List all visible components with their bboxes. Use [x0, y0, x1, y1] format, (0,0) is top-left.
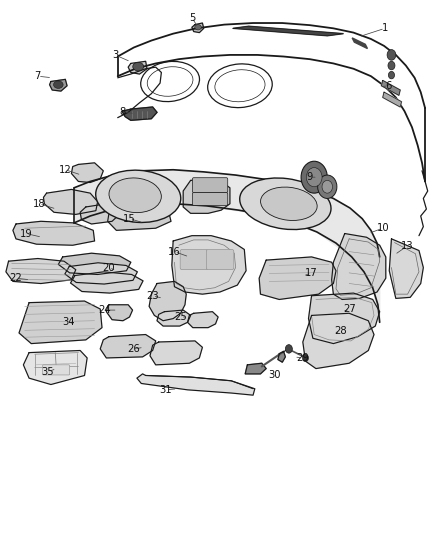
Circle shape	[389, 71, 395, 79]
Polygon shape	[23, 351, 87, 384]
Text: 28: 28	[334, 326, 347, 336]
Polygon shape	[108, 206, 171, 230]
Ellipse shape	[109, 178, 161, 213]
Polygon shape	[183, 179, 230, 213]
Text: 25: 25	[174, 312, 187, 322]
Polygon shape	[100, 335, 155, 358]
Text: 6: 6	[385, 81, 392, 91]
FancyBboxPatch shape	[192, 177, 228, 192]
Text: 8: 8	[119, 107, 125, 117]
Polygon shape	[150, 341, 202, 365]
Text: 3: 3	[112, 50, 118, 60]
Text: 9: 9	[307, 172, 313, 182]
Polygon shape	[49, 79, 67, 91]
Circle shape	[302, 354, 308, 362]
Polygon shape	[389, 239, 424, 298]
Polygon shape	[149, 281, 186, 321]
Polygon shape	[157, 310, 191, 326]
Text: 7: 7	[35, 71, 41, 81]
Polygon shape	[233, 26, 343, 36]
Polygon shape	[172, 236, 246, 294]
Text: 34: 34	[62, 317, 74, 327]
Circle shape	[388, 61, 395, 70]
Polygon shape	[58, 253, 131, 274]
Circle shape	[286, 345, 292, 353]
FancyBboxPatch shape	[42, 365, 70, 375]
Polygon shape	[19, 301, 102, 344]
Polygon shape	[303, 313, 374, 368]
Polygon shape	[383, 92, 402, 107]
Circle shape	[322, 180, 332, 193]
Text: 15: 15	[123, 214, 136, 224]
Ellipse shape	[261, 187, 317, 221]
Polygon shape	[80, 204, 120, 224]
Circle shape	[387, 50, 396, 60]
Text: 22: 22	[10, 273, 22, 283]
FancyBboxPatch shape	[192, 192, 228, 205]
Circle shape	[301, 161, 327, 193]
Text: 1: 1	[382, 23, 388, 34]
Polygon shape	[65, 263, 138, 284]
Polygon shape	[122, 107, 157, 120]
Polygon shape	[245, 364, 266, 374]
Ellipse shape	[195, 25, 201, 30]
Text: 19: 19	[20, 229, 32, 239]
Text: 20: 20	[102, 263, 115, 272]
Text: 26: 26	[127, 344, 140, 354]
Text: 27: 27	[343, 304, 357, 314]
Polygon shape	[74, 169, 380, 322]
Text: 5: 5	[189, 13, 195, 23]
Text: 17: 17	[305, 268, 318, 278]
Polygon shape	[381, 80, 400, 95]
Ellipse shape	[240, 178, 331, 230]
FancyBboxPatch shape	[206, 249, 234, 270]
Circle shape	[306, 167, 322, 187]
Polygon shape	[13, 221, 95, 245]
Polygon shape	[352, 38, 367, 49]
Polygon shape	[71, 272, 143, 293]
Text: 23: 23	[146, 290, 159, 301]
Polygon shape	[192, 23, 204, 33]
Text: 16: 16	[168, 247, 181, 256]
Text: 12: 12	[59, 165, 72, 175]
Polygon shape	[106, 305, 133, 321]
Polygon shape	[259, 257, 336, 300]
Text: 30: 30	[268, 370, 281, 381]
Polygon shape	[278, 352, 286, 362]
Text: 10: 10	[376, 223, 389, 233]
Polygon shape	[187, 312, 218, 328]
Text: 24: 24	[98, 305, 111, 315]
Text: 35: 35	[42, 367, 54, 377]
Text: 13: 13	[400, 241, 413, 251]
Ellipse shape	[53, 81, 63, 88]
Ellipse shape	[95, 170, 181, 222]
Polygon shape	[137, 374, 255, 395]
Text: 31: 31	[159, 385, 172, 395]
Ellipse shape	[133, 62, 144, 71]
Polygon shape	[308, 293, 380, 344]
Circle shape	[318, 175, 337, 198]
Text: 29: 29	[297, 353, 309, 363]
Polygon shape	[128, 61, 147, 74]
Polygon shape	[71, 163, 103, 182]
Polygon shape	[6, 259, 76, 284]
Polygon shape	[332, 233, 386, 300]
Text: 18: 18	[33, 199, 46, 209]
FancyBboxPatch shape	[180, 249, 208, 270]
Polygon shape	[43, 189, 98, 214]
